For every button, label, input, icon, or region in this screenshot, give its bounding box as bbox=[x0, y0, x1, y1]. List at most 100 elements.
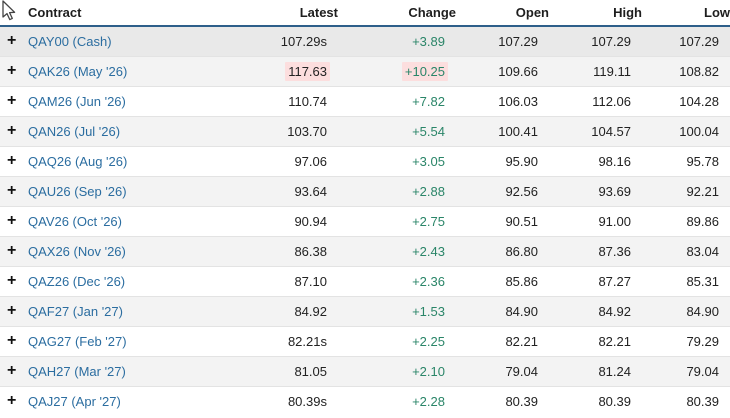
expand-cell: + bbox=[0, 146, 28, 176]
contract-link[interactable]: QAK26 (May '26) bbox=[28, 63, 128, 79]
open-value: 85.86 bbox=[505, 273, 538, 289]
change-value: +2.25 bbox=[412, 333, 445, 349]
low-value: 95.78 bbox=[686, 153, 719, 169]
high-cell: 87.36 bbox=[549, 236, 642, 266]
contract-link[interactable]: QAX26 (Nov '26) bbox=[28, 243, 126, 259]
high-value: 98.16 bbox=[598, 153, 631, 169]
open-cell: 95.90 bbox=[456, 146, 549, 176]
high-value: 84.92 bbox=[598, 303, 631, 319]
contract-link[interactable]: QAH27 (Mar '27) bbox=[28, 363, 126, 379]
expand-row-plus-icon[interactable]: + bbox=[7, 182, 17, 199]
expand-cell: + bbox=[0, 56, 28, 86]
contract-link[interactable]: QAM26 (Jun '26) bbox=[28, 93, 126, 109]
open-value: 92.56 bbox=[505, 183, 538, 199]
high-cell: 93.69 bbox=[549, 176, 642, 206]
high-value: 107.29 bbox=[591, 33, 631, 49]
expand-row-plus-icon[interactable]: + bbox=[7, 242, 17, 259]
open-value: 95.90 bbox=[505, 153, 538, 169]
latest-cell: 97.06 bbox=[238, 146, 338, 176]
high-cell: 119.11 bbox=[549, 56, 642, 86]
low-value: 84.90 bbox=[686, 303, 719, 319]
change-cell: +2.88 bbox=[338, 176, 456, 206]
latest-value: 117.63 bbox=[285, 61, 330, 81]
contract-cell: QAH27 (Mar '27) bbox=[28, 356, 238, 386]
expand-row-plus-icon[interactable]: + bbox=[7, 302, 17, 319]
change-cell: +3.05 bbox=[338, 146, 456, 176]
open-cell: 100.41 bbox=[456, 116, 549, 146]
open-value: 82.21 bbox=[505, 333, 538, 349]
expand-row-plus-icon[interactable]: + bbox=[7, 122, 17, 139]
low-value: 92.21 bbox=[686, 183, 719, 199]
open-cell: 90.51 bbox=[456, 206, 549, 236]
high-value: 87.36 bbox=[598, 243, 631, 259]
latest-value: 93.64 bbox=[294, 183, 327, 199]
contract-cell: QAV26 (Oct '26) bbox=[28, 206, 238, 236]
expand-row-plus-icon[interactable]: + bbox=[7, 362, 17, 379]
latest-value: 86.38 bbox=[294, 243, 327, 259]
low-value: 79.29 bbox=[686, 333, 719, 349]
contract-cell: QAX26 (Nov '26) bbox=[28, 236, 238, 266]
expand-cell: + bbox=[0, 176, 28, 206]
table-header-row: Contract Latest Change Open High Low bbox=[0, 0, 730, 27]
high-value: 93.69 bbox=[598, 183, 631, 199]
contract-link[interactable]: QAG27 (Feb '27) bbox=[28, 333, 127, 349]
open-cell: 107.29 bbox=[456, 26, 549, 56]
table-row: + QAK26 (May '26) 117.63 +10.25 109.66 119.11… bbox=[0, 56, 730, 86]
table-row: + QAH27 (Mar '27) 81.05 +2.10 79.04 81.24 79.0… bbox=[0, 356, 730, 386]
table-row: + QAN26 (Jul '26) 103.70 +5.54 100.41 104.57 1… bbox=[0, 116, 730, 146]
contract-link[interactable]: QAF27 (Jan '27) bbox=[28, 303, 123, 319]
col-header-latest: Latest bbox=[238, 0, 338, 27]
open-value: 100.41 bbox=[498, 123, 538, 139]
contract-link[interactable]: QAV26 (Oct '26) bbox=[28, 213, 122, 229]
contract-link[interactable]: QAJ27 (Apr '27) bbox=[28, 393, 121, 409]
expand-row-plus-icon[interactable]: + bbox=[7, 332, 17, 349]
contract-link[interactable]: QAZ26 (Dec '26) bbox=[28, 273, 126, 289]
contract-link[interactable]: QAN26 (Jul '26) bbox=[28, 123, 121, 139]
table-row: + QAY00 (Cash) 107.29s +3.89 107.29 107.29 107… bbox=[0, 26, 730, 56]
table-row: + QAZ26 (Dec '26) 87.10 +2.36 85.86 87.27 85.3… bbox=[0, 266, 730, 296]
latest-value: 84.92 bbox=[294, 303, 327, 319]
open-cell: 85.86 bbox=[456, 266, 549, 296]
contract-link[interactable]: QAU26 (Sep '26) bbox=[28, 183, 127, 199]
change-cell: +2.43 bbox=[338, 236, 456, 266]
latest-value: 82.21s bbox=[287, 333, 327, 349]
low-cell: 92.21 bbox=[642, 176, 730, 206]
high-cell: 81.24 bbox=[549, 356, 642, 386]
low-value: 104.28 bbox=[679, 93, 719, 109]
expand-row-plus-icon[interactable]: + bbox=[7, 62, 17, 79]
latest-value: 90.94 bbox=[294, 213, 327, 229]
contract-link[interactable]: QAY00 (Cash) bbox=[28, 33, 112, 49]
table-row: + QAV26 (Oct '26) 90.94 +2.75 90.51 91.00 89.8… bbox=[0, 206, 730, 236]
latest-value: 80.39s bbox=[287, 393, 327, 409]
expand-cell: + bbox=[0, 386, 28, 416]
open-value: 90.51 bbox=[505, 213, 538, 229]
open-value: 109.66 bbox=[498, 63, 538, 79]
expand-cell: + bbox=[0, 116, 28, 146]
high-value: 82.21 bbox=[598, 333, 631, 349]
change-value: +2.43 bbox=[412, 243, 445, 259]
change-cell: +2.10 bbox=[338, 356, 456, 386]
latest-cell: 117.63 bbox=[238, 56, 338, 86]
expand-cell: + bbox=[0, 356, 28, 386]
expand-row-plus-icon[interactable]: + bbox=[7, 152, 17, 169]
contract-cell: QAN26 (Jul '26) bbox=[28, 116, 238, 146]
expand-row-plus-icon[interactable]: + bbox=[7, 212, 17, 229]
low-cell: 89.86 bbox=[642, 206, 730, 236]
open-cell: 109.66 bbox=[456, 56, 549, 86]
expand-row-plus-icon[interactable]: + bbox=[7, 272, 17, 289]
low-value: 85.31 bbox=[686, 273, 719, 289]
change-value: +3.89 bbox=[412, 33, 445, 49]
col-header-open: Open bbox=[456, 0, 549, 27]
expand-row-plus-icon[interactable]: + bbox=[7, 92, 17, 109]
expand-row-plus-icon[interactable]: + bbox=[7, 392, 17, 410]
expand-cell: + bbox=[0, 236, 28, 266]
expand-cell: + bbox=[0, 296, 28, 326]
low-cell: 79.29 bbox=[642, 326, 730, 356]
change-cell: +10.25 bbox=[338, 56, 456, 86]
contract-link[interactable]: QAQ26 (Aug '26) bbox=[28, 153, 128, 169]
latest-cell: 86.38 bbox=[238, 236, 338, 266]
expand-row-plus-icon[interactable]: + bbox=[7, 32, 17, 50]
high-cell: 98.16 bbox=[549, 146, 642, 176]
